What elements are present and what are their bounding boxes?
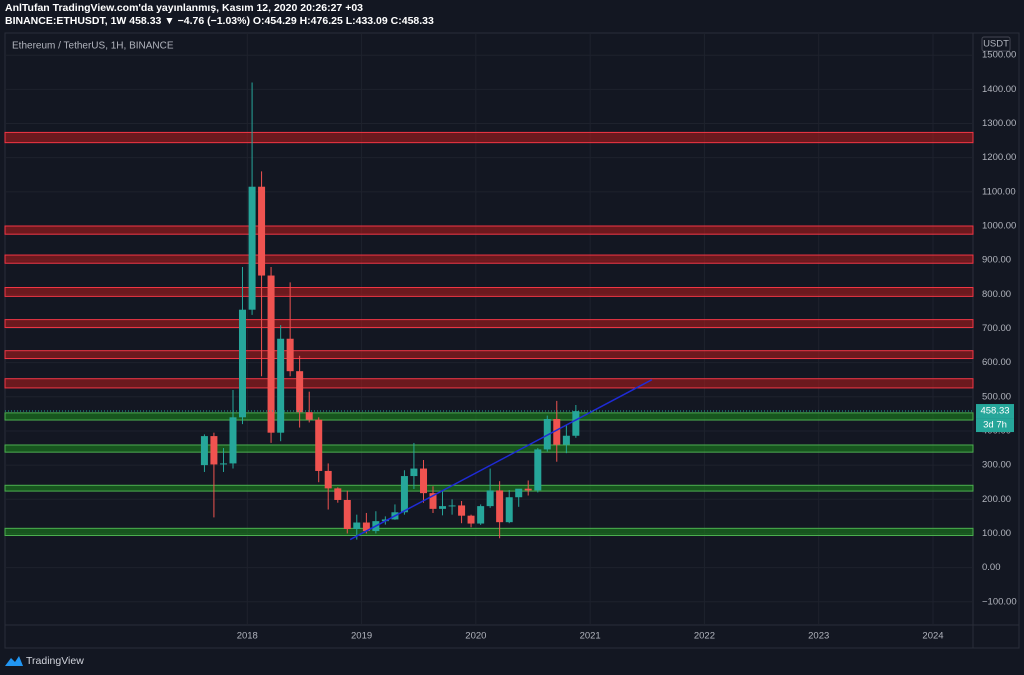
x-tick-label: 2024	[922, 631, 943, 642]
logo-text: TradingView	[26, 655, 84, 667]
candle-body	[467, 515, 475, 524]
candle-body	[477, 506, 485, 524]
y-tick-label: −100.00	[982, 596, 1017, 607]
candle-body	[200, 436, 208, 466]
candle-body	[496, 490, 504, 523]
candle-body	[343, 499, 351, 530]
logo: TradingView	[5, 655, 84, 667]
countdown-label: 3d 7h	[983, 420, 1007, 431]
y-tick-label: 1100.00	[982, 186, 1016, 197]
candle-body	[324, 470, 332, 489]
x-tick-label: 2022	[694, 631, 715, 642]
candle-body	[562, 435, 570, 445]
price-zone	[4, 527, 974, 536]
y-tick-label: 300.00	[982, 460, 1011, 471]
candle-body	[553, 419, 561, 445]
chart-title: Ethereum / TetherUS, 1H, BINANCE	[12, 41, 174, 52]
x-tick-label: 2019	[351, 631, 372, 642]
candle-body	[334, 488, 342, 500]
candle-body	[238, 309, 246, 418]
candle-body	[220, 463, 228, 465]
candle-body	[353, 522, 361, 530]
price-zone	[4, 350, 974, 360]
unit-box	[981, 36, 1011, 52]
y-tick-label: 1500.00	[982, 50, 1016, 61]
y-tick-label: 500.00	[982, 391, 1011, 402]
candle-body	[277, 338, 285, 433]
y-tick-label: 900.00	[982, 255, 1011, 266]
candle-body	[486, 490, 494, 507]
y-tick-label: 0.00	[982, 562, 1001, 573]
candle-body	[448, 505, 456, 507]
candle-body	[524, 488, 532, 491]
candle-body	[438, 506, 446, 509]
price-zone	[4, 286, 974, 297]
candle-body	[410, 468, 418, 477]
price-zone	[4, 131, 974, 144]
y-tick-label: 1400.00	[982, 84, 1016, 95]
x-tick-label: 2021	[580, 631, 601, 642]
candle-body	[296, 371, 304, 413]
candle-body	[210, 436, 218, 465]
trend-line	[349, 379, 653, 541]
candle-body	[286, 338, 294, 372]
candle-body	[305, 412, 313, 420]
y-tick-label: 700.00	[982, 323, 1011, 334]
price-zone	[4, 378, 974, 389]
y-axis-label: USDT	[983, 39, 1009, 50]
chart-frame	[4, 32, 1020, 649]
price-zone	[4, 444, 974, 453]
y-tick-label: 800.00	[982, 289, 1011, 300]
y-tick-label: 600.00	[982, 357, 1011, 368]
header-line1: AnlTufan TradingView.com'da yayınlanmış,…	[5, 2, 363, 14]
candle-body	[315, 419, 323, 471]
y-tick-label: 1000.00	[982, 221, 1016, 232]
last-price-label: 458.33	[980, 406, 1009, 417]
header-line2: BINANCE:ETHUSDT, 1W 458.33 ▼ −4.76 (−1.0…	[5, 15, 434, 27]
price-zone	[4, 484, 974, 492]
plot: −100.000.00100.00200.00300.00400.00500.0…	[4, 33, 1017, 642]
candle-body	[505, 497, 513, 523]
y-tick-label: 1300.00	[982, 118, 1016, 129]
x-tick-label: 2023	[808, 631, 829, 642]
candle-body	[420, 468, 428, 494]
candle-body	[400, 476, 408, 513]
candle-body	[229, 417, 237, 464]
x-tick-label: 2020	[465, 631, 486, 642]
price-zone	[4, 254, 974, 264]
countdown-box	[976, 418, 1014, 433]
candle-body	[267, 275, 275, 433]
y-tick-label: 1200.00	[982, 152, 1016, 163]
candle-body	[534, 449, 542, 491]
candle-body	[362, 522, 370, 532]
candle-body	[458, 505, 466, 516]
y-tick-label: 200.00	[982, 494, 1011, 505]
price-zone	[4, 319, 974, 328]
candle-body	[572, 411, 580, 436]
candle-body	[515, 488, 523, 498]
price-zone	[4, 412, 974, 421]
x-tick-label: 2018	[237, 631, 258, 642]
candle-body	[248, 186, 256, 310]
y-tick-label: 100.00	[982, 528, 1011, 539]
candle-body	[258, 186, 266, 276]
logo-icon	[5, 656, 23, 666]
price-zone	[4, 225, 974, 235]
candle-body	[429, 493, 437, 509]
last-price-box	[976, 404, 1014, 419]
candle-body	[543, 419, 551, 450]
